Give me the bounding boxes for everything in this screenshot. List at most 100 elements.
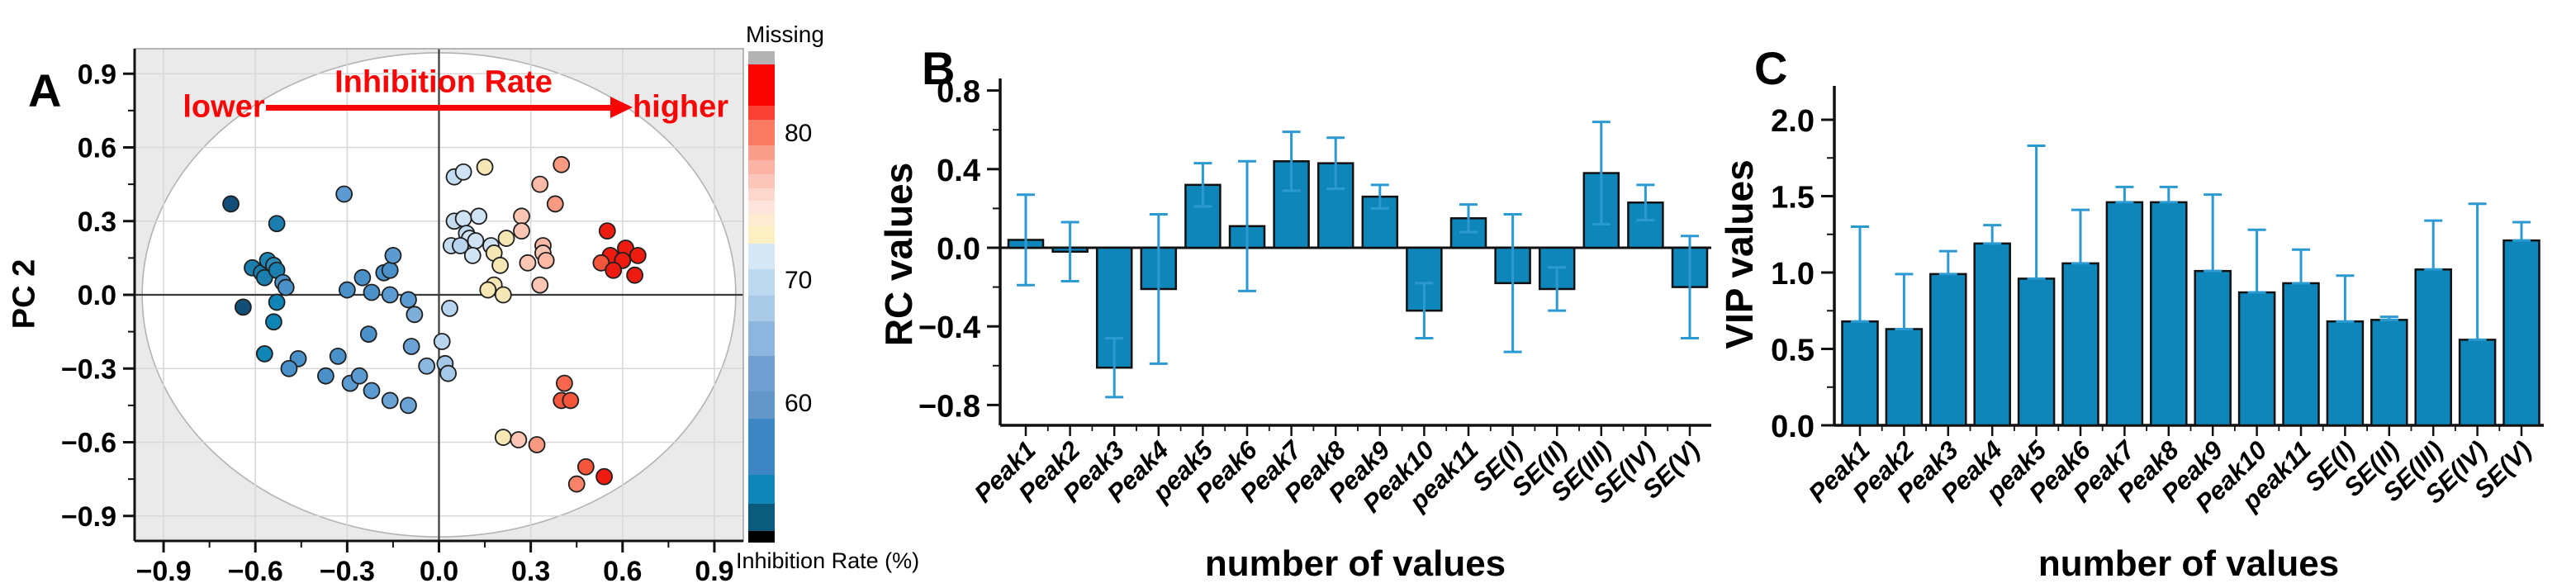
scatter-point: [381, 286, 399, 304]
scatter-point: [381, 261, 399, 279]
higher-annotation: higher: [632, 89, 729, 125]
scatter-point: [329, 347, 347, 365]
bar-Peak6: [2061, 262, 2099, 427]
vip-values-axis-title: VIP values: [1718, 159, 1761, 349]
tick-label: −0.9: [61, 501, 116, 533]
b-x-axis-title: number of values: [1204, 543, 1506, 584]
scatter-point: [406, 306, 424, 324]
tick-label: 0.8: [937, 75, 980, 110]
tick-label: 1.0: [1771, 257, 1815, 292]
error-bar-SE(V): [1681, 235, 1699, 339]
panel-b-letter: B: [922, 42, 956, 94]
error-bar-SE(I): [2336, 274, 2355, 323]
panel-a-letter: A: [28, 64, 62, 116]
tick-label: 0.6: [78, 133, 116, 164]
colorbar-segment: [748, 188, 775, 201]
scatter-point: [494, 429, 512, 446]
scatter-point: [629, 246, 647, 264]
bar-peak11: [2282, 282, 2320, 427]
error-bar-Peak1: [1851, 225, 1869, 323]
colorbar-segment: [748, 296, 775, 321]
colorbar-segment: [748, 214, 775, 226]
scatter-point: [350, 367, 368, 385]
tick-label: 0.0: [78, 280, 116, 311]
colorbar-segment: [748, 120, 775, 145]
scatter-point: [353, 268, 372, 287]
error-bar-SE(III): [2424, 219, 2443, 271]
vip-values-bar-chart: 2.01.51.00.50.0Peak1Peak2Peak3Peak4peak5…: [1771, 86, 2544, 519]
error-bar-Peak3: [1938, 249, 1957, 276]
scatter-point: [418, 357, 436, 375]
error-bar-Peak8: [2159, 185, 2178, 204]
scatter-point: [567, 475, 586, 493]
tick-label: 0.0: [420, 556, 458, 587]
error-bar-Peak7: [1282, 130, 1301, 192]
tick-label: 0.3: [511, 556, 550, 587]
scatter-point: [531, 175, 549, 193]
scatter-point: [338, 281, 356, 299]
scatter-point: [402, 338, 420, 355]
bar-SE(V): [2502, 239, 2540, 427]
error-bar-Peak7: [2115, 185, 2134, 204]
error-bar-Peak1: [1017, 193, 1035, 287]
scatter-point: [598, 222, 616, 240]
colorbar-segment: [748, 531, 775, 543]
bar-Peak9: [2194, 269, 2232, 427]
bar-peak5: [2017, 277, 2056, 427]
bar-Peak8: [2150, 201, 2188, 427]
tick-label: −0.4: [918, 311, 980, 345]
scatter-point: [546, 195, 564, 213]
colorbar-segment: [748, 504, 775, 531]
error-bar-Peak10: [2247, 228, 2266, 294]
error-bar-Peak10: [1415, 282, 1434, 339]
bar-Peak10: [2237, 291, 2276, 427]
colorbar-segment: [748, 174, 775, 188]
colorbar-segment: [748, 226, 775, 244]
error-bar-Peak6: [2071, 208, 2090, 265]
tick-label: 0.6: [603, 556, 642, 587]
tick-label: 0.4: [937, 154, 980, 188]
tick-label: 2.0: [1771, 104, 1815, 139]
scatter-point: [280, 359, 298, 377]
scatter-point: [519, 254, 537, 272]
scatter-point: [470, 207, 488, 225]
colorbar-segment: [748, 201, 775, 214]
error-bar-SE(II): [2379, 315, 2398, 321]
error-bar-SE(IV): [2468, 202, 2487, 341]
bar-Peak2: [1885, 328, 1924, 427]
rc-values-axis-title: RC values: [877, 162, 920, 347]
colorbar-segment: [748, 356, 775, 391]
colorbar-tick-label: 80: [785, 120, 812, 147]
error-bar-Peak4: [1983, 224, 2002, 245]
scatter-point: [513, 222, 530, 240]
inhibition-rate-arrowhead: [610, 97, 633, 118]
scatter-point: [439, 364, 458, 382]
scatter-point: [255, 344, 273, 363]
scatter-point: [576, 458, 595, 476]
scatter-point: [562, 391, 580, 410]
bar-Peak7: [2105, 201, 2144, 427]
tick-label: 1.5: [1771, 181, 1815, 216]
tick-label: −0.6: [61, 428, 116, 459]
scatter-point: [400, 291, 417, 309]
error-bar-SE(IV): [1636, 183, 1655, 222]
error-bar-Peak3: [1105, 336, 1124, 399]
error-bar-Peak8: [1326, 136, 1345, 191]
error-bar-peak11: [2292, 248, 2310, 285]
colorbar-segment: [748, 51, 775, 64]
scatter-point: [277, 278, 295, 296]
bar-Peak3: [1929, 273, 1967, 427]
colorbar-missing-label: Missing: [746, 21, 824, 47]
error-bar-peak5: [1193, 162, 1212, 208]
scatter-point: [433, 333, 451, 350]
scatter-point: [537, 251, 555, 269]
scatter-point: [363, 283, 381, 301]
colorbar-segment: [748, 419, 775, 475]
tick-label: −0.3: [320, 556, 375, 587]
colorbar-footer-label: Inhibition Rate (%): [736, 548, 920, 573]
tick-label: 0.0: [937, 232, 980, 267]
bar-SE(III): [2414, 268, 2452, 427]
scatter-point: [265, 313, 282, 331]
